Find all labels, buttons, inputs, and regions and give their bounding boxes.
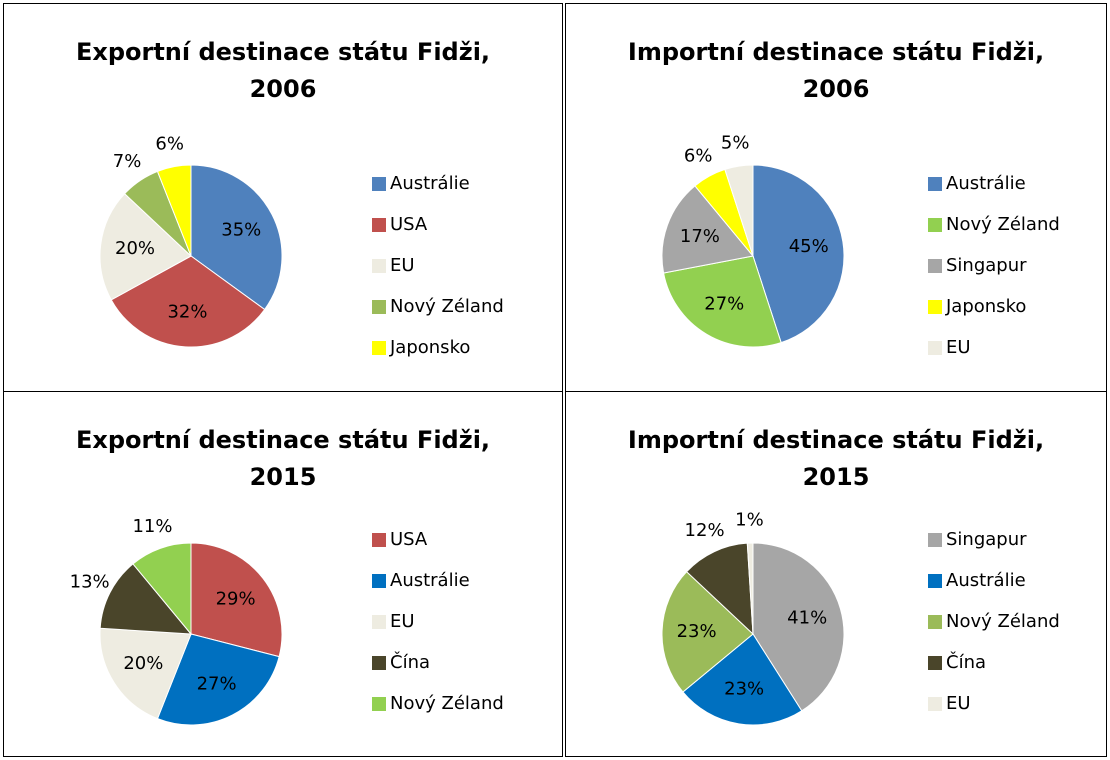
pie-slice (156, 633, 280, 726)
pie-slice (156, 164, 192, 257)
data-label: 13% (70, 571, 110, 592)
legend-label: Čína (390, 651, 430, 673)
pie-slice (190, 542, 283, 658)
pie-slice (752, 164, 845, 344)
pie-slice (99, 192, 192, 301)
chart-panel: 41% 23% 23% 12% 1% Singapur Austrálie Nový Zéla… (565, 391, 1107, 757)
legend-label: EU (390, 255, 415, 276)
pie-slice (110, 255, 266, 348)
chart-panel: 35% 32% 20% 7% 6% Austrálie USA EU Nový Zéland Ja… (3, 3, 563, 393)
chart: 29% 27% 20% 13% 11% USA Austrálie EU Čína Nový Zé… (70, 516, 504, 726)
chart-panel: 45% 27% 17% 6% 5% Austrálie Nový Zéland Singapu… (565, 3, 1107, 393)
data-label: 6% (155, 133, 184, 154)
legend-label: Singapur (946, 529, 1027, 550)
data-label: 20% (115, 238, 155, 259)
chart: 35% 32% 20% 7% 6% Austrálie USA EU Nový Zéland Ja… (99, 133, 504, 358)
legend-swatch (372, 615, 386, 629)
data-label: 27% (704, 294, 744, 315)
legend-label: Nový Zéland (946, 214, 1060, 235)
data-label: 20% (123, 653, 163, 674)
data-label: 27% (197, 673, 237, 694)
data-label: 23% (677, 621, 717, 642)
pie-slice (661, 570, 754, 693)
data-label: 41% (787, 607, 827, 628)
data-label: 7% (113, 151, 142, 172)
data-label: 17% (680, 226, 720, 247)
legend-label: USA (390, 214, 428, 235)
data-label: 23% (724, 679, 764, 700)
legend-label: Japonsko (945, 296, 1026, 317)
legend-swatch (928, 697, 942, 711)
legend-swatch (372, 533, 386, 547)
pie-slice (724, 164, 754, 257)
pie-slice (99, 627, 192, 720)
legend-swatch (372, 574, 386, 588)
chart-title: Importní destinace státu Fidži, 2006 (627, 38, 1045, 103)
legend-swatch (928, 218, 942, 232)
legend-swatch (928, 656, 942, 670)
data-label: 45% (789, 236, 829, 257)
data-label: 29% (216, 588, 256, 609)
data-label: 1% (735, 509, 764, 530)
data-label: 11% (132, 516, 172, 537)
chart-title: Importní destinace státu Fidži, 2015 (627, 426, 1045, 491)
pie-slice (663, 255, 782, 348)
pie-slice (746, 542, 754, 635)
chart-panel: 29% 27% 20% 13% 11% USA Austrálie EU Čína Nový Zé… (3, 391, 563, 757)
legend-swatch (372, 218, 386, 232)
legend-swatch (372, 177, 386, 191)
legend-swatch (928, 259, 942, 273)
legend-label: USA (390, 529, 428, 550)
legend-swatch (928, 615, 942, 629)
legend-swatch (372, 259, 386, 273)
pie-slice (190, 164, 283, 311)
pie-slice (682, 633, 803, 726)
legend-swatch (372, 341, 386, 355)
legend-label: Čína (946, 651, 986, 673)
legend-label: Nový Zéland (390, 296, 504, 317)
legend-label: EU (946, 337, 971, 358)
chart-title: Exportní destinace státu Fidži, 2006 (75, 38, 491, 103)
data-label: 5% (721, 133, 750, 154)
legend-label: Nový Zéland (946, 611, 1060, 632)
pie-slice (661, 185, 754, 274)
legend-swatch (928, 533, 942, 547)
legend-swatch (928, 341, 942, 355)
legend-swatch (372, 697, 386, 711)
chart-title: Exportní destinace státu Fidži, 2015 (75, 426, 491, 491)
legend-swatch (928, 300, 942, 314)
pie-slice (99, 563, 193, 635)
legend-label: Austrálie (390, 570, 470, 591)
legend-label: EU (390, 611, 415, 632)
data-label: 35% (221, 219, 261, 240)
legend-label: Austrálie (946, 173, 1026, 194)
data-label: 6% (684, 145, 713, 166)
legend-label: Austrálie (946, 570, 1026, 591)
legend-swatch (928, 177, 942, 191)
pie-slice (132, 542, 192, 636)
legend-label: EU (946, 693, 971, 714)
legend-label: Singapur (946, 255, 1027, 276)
chart: 45% 27% 17% 6% 5% Austrálie Nový Zéland Singapu… (661, 133, 1060, 358)
legend-swatch (928, 574, 942, 588)
data-label: 32% (167, 301, 207, 322)
data-label: 12% (685, 520, 725, 541)
pie-slice (752, 542, 845, 712)
chart: 41% 23% 23% 12% 1% Singapur Austrálie Nový Zéla… (661, 509, 1060, 726)
legend-label: Japonsko (389, 337, 470, 358)
legend-label: Austrálie (390, 173, 470, 194)
legend-swatch (372, 656, 386, 670)
legend-label: Nový Zéland (390, 693, 504, 714)
pie-slice (685, 542, 754, 636)
legend-swatch (372, 300, 386, 314)
